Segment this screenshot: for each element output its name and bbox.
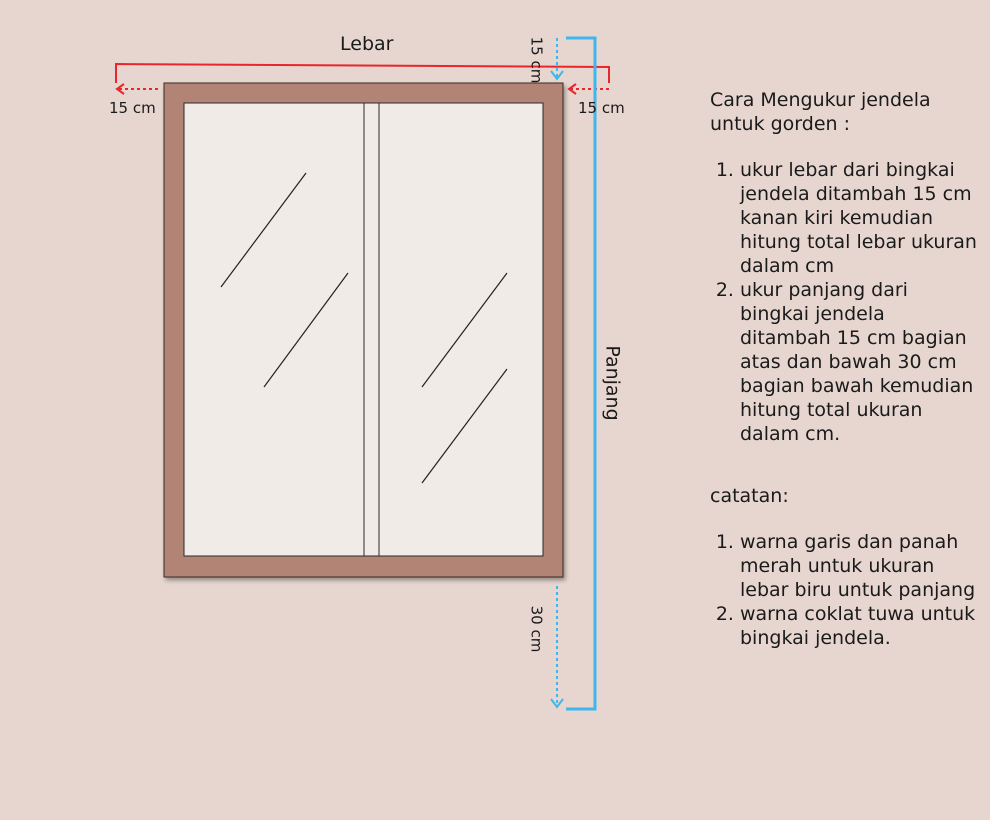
window-mullion	[363, 102, 380, 557]
window-pane-right	[378, 102, 544, 557]
notes-heading: catatan:	[710, 485, 789, 507]
note-item: warna coklat tuwa untuk bingkai jendela.	[740, 602, 980, 650]
notes-list: warna garis dan panah merah untuk ukuran…	[710, 530, 980, 650]
right-margin-label: 15 cm	[578, 99, 625, 117]
height-margin-bottom-arrow	[550, 586, 564, 709]
instruction-step: ukur lebar dari bingkai jendela ditambah…	[740, 158, 980, 278]
left-margin-label: 15 cm	[109, 99, 156, 117]
instructions-steps: ukur lebar dari bingkai jendela ditambah…	[710, 158, 980, 446]
width-bracket	[115, 62, 610, 83]
note-item: warna garis dan panah merah untuk ukuran…	[740, 530, 980, 602]
top-margin-label: 15 cm	[527, 36, 546, 84]
instructions-panel: Cara Mengukur jendela untuk gorden : uku…	[710, 88, 980, 650]
instruction-step: ukur panjang dari bingkai jendela ditamb…	[740, 278, 980, 446]
window-pane-left	[183, 102, 365, 557]
glass-reflection-lines	[220, 172, 508, 484]
height-bracket	[566, 36, 597, 711]
bottom-margin-label: 30 cm	[527, 605, 546, 653]
instructions-heading: Cara Mengukur jendela untuk gorden :	[710, 89, 931, 135]
height-margin-top-arrow	[550, 38, 564, 81]
width-margin-right-arrow	[567, 83, 609, 95]
width-margin-left-arrow	[115, 83, 158, 95]
width-label: Lebar	[340, 33, 394, 55]
height-label: Panjang	[601, 345, 624, 421]
